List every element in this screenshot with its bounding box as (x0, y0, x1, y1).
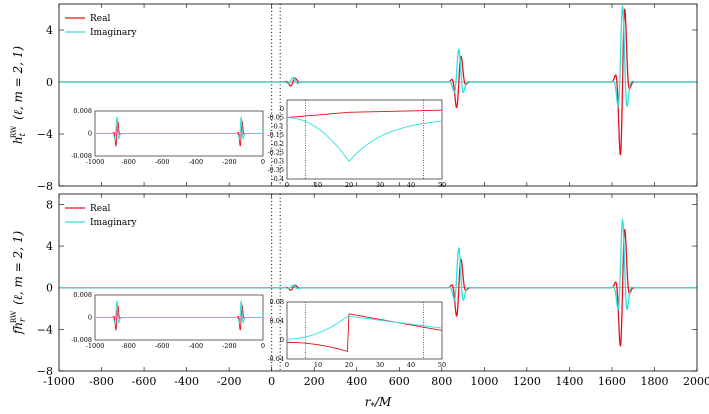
inset-left: -1000 -800 -600 -400 -200 0 0.008 0 -0.008 (71, 291, 265, 350)
inset-y-tick-label: -0.15 (267, 131, 284, 139)
x-tick-label: -600 (132, 375, 157, 388)
inset-series-line (95, 300, 263, 324)
inset-x-tick-label: 40 (407, 181, 415, 189)
inset-y-tick-label: -0.05 (267, 114, 284, 122)
inset-y-tick-label: -0.1 (271, 122, 284, 130)
inset-left: -1000 -800 -600 -400 -200 0 0.008 0 -0.008 (71, 107, 265, 166)
inset-x-tick-label: 30 (376, 181, 384, 189)
inset-x-tick-label: -400 (188, 342, 203, 350)
x-tick-label: 800 (431, 375, 452, 388)
inset-y-tick-label: 0 (88, 130, 92, 138)
inset-y-tick-label: -0.2 (271, 140, 284, 148)
inset-x-tick-label: -1000 (86, 158, 105, 166)
panel-bottom: 840−4−8-1000 -800 -600 -400 -200 0 200 400 600 80… (10, 193, 709, 388)
inset-x-tick-label: 10 (314, 361, 322, 369)
x-tick-label: 1200 (513, 375, 541, 388)
inset-right: 0 10 20 30 40 500.080.040-0.04 (267, 298, 446, 369)
y-tick-label: 4 (46, 240, 53, 253)
x-axis-label: r*/M (365, 395, 392, 412)
inset-y-tick-label: -0.25 (267, 149, 284, 157)
inset-x-tick-label: 30 (376, 361, 384, 369)
y-tick-label: −8 (37, 365, 53, 378)
inset-y-tick-label: -0.04 (267, 355, 284, 363)
x-tick-label: 0 (268, 375, 275, 388)
x-tick-label: -200 (217, 375, 242, 388)
inset-x-tick-label: 50 (438, 361, 446, 369)
legend: Real Imaginary (65, 204, 138, 228)
x-tick-label: -400 (174, 375, 199, 388)
inset-x-tick-label: -200 (222, 342, 237, 350)
legend-label: Real (90, 204, 110, 214)
axes-frame (58, 193, 698, 372)
y-tick-label: −8 (37, 180, 53, 193)
inset-x-tick-label: 40 (407, 361, 415, 369)
series-line-imaginary (59, 218, 697, 311)
y-tick-label: 4 (46, 24, 53, 37)
inset-x-tick-label: 0 (285, 181, 289, 189)
x-tick-label: 1000 (470, 375, 498, 388)
inset-y-tick-label: 0 (280, 105, 284, 113)
inset-x-tick-label: -600 (155, 342, 170, 350)
inset-x-tick-label: -1000 (86, 342, 105, 350)
y-tick-label: 0 (46, 76, 53, 89)
y-tick-label: −4 (37, 128, 53, 141)
inset-x-tick-label: 50 (438, 181, 446, 189)
inset-x-tick-label: 0 (285, 361, 289, 369)
inset-series-line (286, 117, 443, 163)
y-tick-label: −4 (37, 323, 53, 336)
inset-y-tick-label: 0.04 (270, 317, 284, 325)
inset-series-line (287, 313, 443, 353)
inset-x-tick-label: -200 (222, 158, 237, 166)
x-tick-label: -1000 (43, 375, 75, 388)
inset-x-tick-label: 0 (261, 342, 265, 350)
x-tick-label: 400 (346, 375, 367, 388)
x-tick-label: 200 (304, 375, 325, 388)
legend-label: Imaginary (90, 28, 138, 38)
legend-label: Imaginary (90, 218, 138, 228)
inset-y-tick-label: -0.008 (71, 336, 92, 344)
axes-frame (58, 3, 698, 187)
inset-x-tick-label: -800 (121, 158, 136, 166)
inset-frame (286, 99, 443, 180)
x-tick-label: 2000 (683, 375, 709, 388)
y-axis-label: htRW(ℓ, m = 2, 1) (10, 46, 27, 145)
legend: Real Imaginary (65, 14, 138, 38)
inset-x-tick-label: 0 (261, 158, 265, 166)
inset-y-tick-label: -0.35 (267, 166, 284, 174)
inset-x-tick-label: -800 (121, 342, 136, 350)
inset-y-tick-label: 0 (88, 314, 92, 322)
x-tick-label: -800 (89, 375, 114, 388)
y-axis-label: fhrRW(ℓ, m = 2, 1) (10, 231, 27, 336)
inset-y-tick-label: 0.008 (73, 291, 92, 299)
inset-y-tick-label: 0.08 (270, 298, 284, 306)
inset-x-tick-label: -600 (155, 158, 170, 166)
x-tick-label: 1600 (598, 375, 626, 388)
inset-y-tick-label: 0 (280, 336, 284, 344)
inset-y-tick-label: -0.008 (71, 152, 92, 160)
x-tick-label: 1800 (640, 375, 668, 388)
inset-y-tick-label: -0.4 (271, 175, 284, 183)
inset-x-tick-label: 20 (345, 181, 353, 189)
legend-label: Real (90, 14, 110, 24)
inset-right: 0 10 20 30 40 500-0.05-0.1-0.15-0.2-0.25-0.3-… (267, 99, 446, 189)
x-tick-label: 600 (389, 375, 410, 388)
x-tick-label: 1400 (555, 375, 583, 388)
inset-x-tick-label: 20 (345, 361, 353, 369)
inset-series-line (95, 116, 263, 140)
inset-x-tick-label: 10 (314, 181, 322, 189)
inset-series-line (286, 109, 443, 119)
y-tick-label: 8 (46, 198, 53, 211)
inset-x-tick-label: -400 (188, 158, 203, 166)
inset-series-line (286, 315, 443, 340)
series-line-imaginary (59, 4, 697, 108)
inset-frame (286, 301, 443, 360)
inset-y-tick-label: -0.3 (271, 157, 284, 165)
y-tick-label: 0 (46, 282, 53, 295)
inset-y-tick-label: 0.008 (73, 107, 92, 115)
